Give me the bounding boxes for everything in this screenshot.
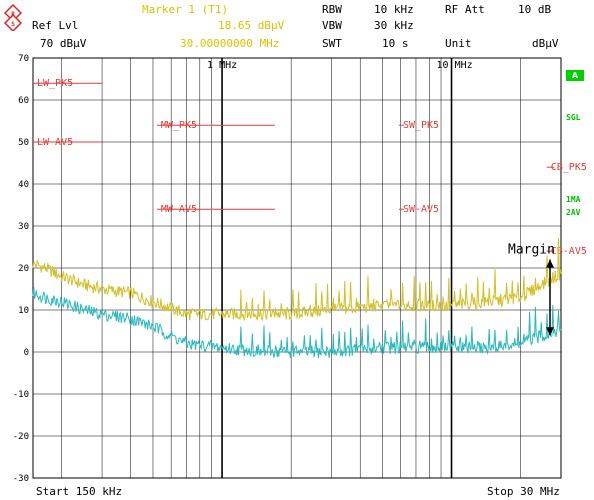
- plot-grid: [32, 57, 562, 479]
- y-tick-label: -20: [13, 432, 29, 442]
- limit-label: CB-AV5: [551, 246, 587, 257]
- y-tick-label: 50: [18, 138, 29, 148]
- sgl-indicator: SGL: [566, 113, 581, 122]
- rf-att-label: RF Att: [445, 3, 485, 16]
- y-tick-label: 60: [18, 96, 29, 106]
- svg-text:R: R: [11, 11, 15, 18]
- marker-level: 18.65 dBµV: [218, 19, 285, 32]
- rohde-schwarz-logo: R S: [4, 4, 22, 31]
- y-tick-label: 30: [18, 222, 29, 232]
- y-tick-label: 10: [18, 306, 29, 316]
- margin-arrow-up: [546, 259, 554, 268]
- y-tick-label: 70: [18, 54, 29, 64]
- limit-label: SW_PK5: [403, 120, 439, 131]
- unit-label: Unit: [445, 37, 472, 50]
- svg-text:S: S: [11, 21, 15, 28]
- vbw-value: 30 kHz: [374, 19, 414, 32]
- tick-labels: 70 60 50 40 30 20 10 0 -10 -20 -30 1 MHz 10 MHz: [13, 54, 473, 484]
- trace-a-badge: A: [566, 70, 584, 81]
- trace-1MA: [32, 238, 562, 322]
- margin-arrow-down: [546, 327, 554, 336]
- margin-annotation: Margin: [508, 243, 555, 336]
- trace-2-indicator: 2AV: [566, 208, 581, 217]
- y-tick-label: -30: [13, 474, 29, 484]
- trace-1-indicator: 1MA: [566, 195, 581, 204]
- swt-value: 10 s: [382, 37, 409, 50]
- plot-frame: [32, 57, 562, 479]
- margin-label: Margin: [508, 243, 555, 258]
- limit-label: LW-AV5: [37, 137, 73, 148]
- stop-frequency: Stop 30 MHz: [487, 485, 560, 498]
- vbw-label: VBW: [322, 19, 342, 32]
- marker-title: Marker 1 (T1): [142, 3, 229, 16]
- y-tick-label: 20: [18, 264, 29, 274]
- y-tick-label: -10: [13, 390, 29, 400]
- limit-label: LW_PK5: [37, 78, 73, 89]
- start-frequency: Start 150 kHz: [36, 485, 123, 498]
- y-tick-label: 0: [24, 348, 29, 358]
- limit-lines: LW_PK5 LW-AV5 MW_PK5 MW-AV5 SW_PK5 SW-AV5 CB_P…: [33, 78, 587, 257]
- rbw-value: 10 kHz: [374, 3, 414, 16]
- swt-label: SWT: [322, 37, 342, 50]
- x-tick-label: 10 MHz: [437, 60, 473, 71]
- limit-label: MW_PK5: [161, 120, 197, 131]
- rf-att-value: 10 dB: [518, 3, 552, 16]
- marker-frequency: 30.00000000 MHz: [180, 37, 280, 50]
- limit-label: CB_PK5: [551, 162, 587, 173]
- x-tick-label: 1 MHz: [207, 60, 237, 71]
- limit-label: MW-AV5: [161, 204, 197, 215]
- unit-value: dBµV: [532, 37, 559, 50]
- trace-2AV: [32, 287, 562, 359]
- limit-label: SW-AV5: [403, 204, 439, 215]
- traces: [32, 238, 562, 359]
- rbw-label: RBW: [322, 3, 342, 16]
- ref-lvl-value: 70 dBµV: [40, 37, 87, 50]
- y-tick-label: 40: [18, 180, 29, 190]
- ref-lvl-label: Ref Lvl: [32, 19, 79, 32]
